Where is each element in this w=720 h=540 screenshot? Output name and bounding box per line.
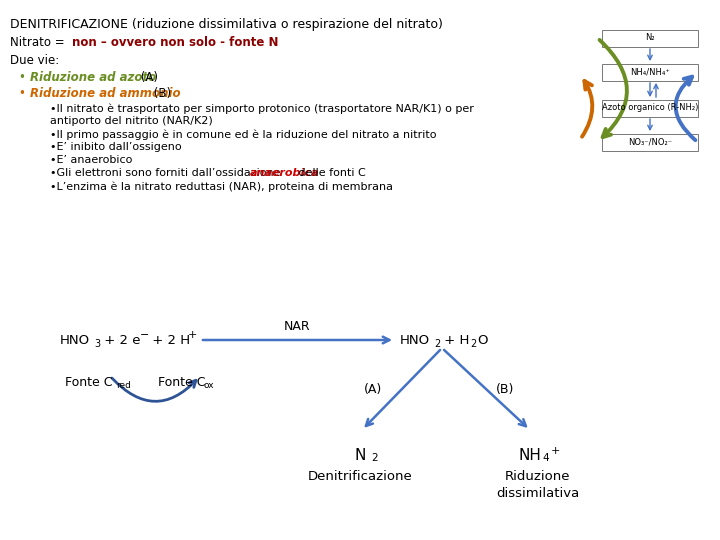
Text: Due vie:: Due vie: — [10, 54, 59, 67]
Text: Riduzione ad azoto: Riduzione ad azoto — [30, 71, 156, 84]
Text: •E’ anaerobico: •E’ anaerobico — [50, 155, 132, 165]
Text: •: • — [18, 71, 25, 84]
Text: delle fonti C: delle fonti C — [294, 168, 366, 178]
Text: (B): (B) — [496, 382, 514, 395]
Text: N₂: N₂ — [645, 33, 654, 43]
Text: O: O — [477, 334, 487, 347]
Text: NH: NH — [518, 448, 541, 463]
Text: Fonte C: Fonte C — [65, 375, 112, 388]
Text: HNO: HNO — [400, 334, 430, 347]
Text: •Gli elettroni sono forniti dall’ossidazione: •Gli elettroni sono forniti dall’ossidaz… — [50, 168, 284, 178]
FancyBboxPatch shape — [602, 99, 698, 117]
Text: Fonte C: Fonte C — [150, 375, 205, 388]
Text: DENITRIFICAZIONE (riduzione dissimilativa o respirazione del nitrato): DENITRIFICAZIONE (riduzione dissimilativ… — [10, 18, 443, 31]
Text: •Il nitrato è trasportato per simporto protonico (trasportatore NAR/K1) o per: •Il nitrato è trasportato per simporto p… — [50, 103, 474, 113]
Text: anaerobica: anaerobica — [251, 168, 320, 178]
Text: non – ovvero non solo - fonte N: non – ovvero non solo - fonte N — [72, 36, 279, 49]
Text: NAR: NAR — [284, 320, 311, 333]
Text: −: − — [140, 330, 149, 340]
Text: Nitrato =: Nitrato = — [10, 36, 68, 49]
Text: Riduzione ad ammonio: Riduzione ad ammonio — [30, 87, 181, 100]
Text: +: + — [188, 330, 197, 340]
Text: antiporto del nitrito (NAR/K2): antiporto del nitrito (NAR/K2) — [50, 116, 212, 126]
Text: 2: 2 — [470, 339, 476, 349]
Text: Denitrificazione: Denitrificazione — [307, 470, 413, 483]
Text: 3: 3 — [94, 339, 100, 349]
Text: Riduzione
dissimilativa: Riduzione dissimilativa — [496, 470, 580, 500]
Text: red: red — [116, 381, 131, 390]
Text: 2: 2 — [371, 453, 377, 463]
Text: HNO: HNO — [60, 334, 90, 347]
Text: + 2 e: + 2 e — [100, 334, 140, 347]
Text: •Il primo passaggio è in comune ed è la riduzione del nitrato a nitrito: •Il primo passaggio è in comune ed è la … — [50, 129, 436, 139]
Text: •L’enzima è la nitrato reduttasi (NAR), proteina di membrana: •L’enzima è la nitrato reduttasi (NAR), … — [50, 181, 393, 192]
Text: Azoto organico (R-NH₂): Azoto organico (R-NH₂) — [602, 104, 698, 112]
FancyArrowPatch shape — [600, 40, 627, 137]
Text: (B): (B) — [150, 87, 171, 100]
Text: 2: 2 — [434, 339, 440, 349]
Text: •E’ inibito dall’ossigeno: •E’ inibito dall’ossigeno — [50, 142, 181, 152]
Text: + 2 H: + 2 H — [148, 334, 190, 347]
Text: +: + — [551, 446, 560, 456]
Text: 4: 4 — [542, 453, 549, 463]
Text: ox: ox — [203, 381, 214, 390]
FancyBboxPatch shape — [602, 64, 698, 80]
Text: •: • — [18, 87, 25, 100]
FancyBboxPatch shape — [602, 30, 698, 46]
FancyArrowPatch shape — [112, 378, 196, 401]
FancyArrowPatch shape — [675, 77, 696, 140]
Text: (A): (A) — [364, 382, 382, 395]
Text: + H: + H — [440, 334, 469, 347]
Text: (A): (A) — [137, 71, 158, 84]
Text: NH₄/NH₄⁺: NH₄/NH₄⁺ — [630, 68, 670, 77]
Text: NO₃⁻/NO₂⁻: NO₃⁻/NO₂⁻ — [628, 138, 672, 146]
Text: N: N — [354, 448, 365, 463]
FancyBboxPatch shape — [602, 133, 698, 151]
FancyArrowPatch shape — [582, 81, 593, 137]
